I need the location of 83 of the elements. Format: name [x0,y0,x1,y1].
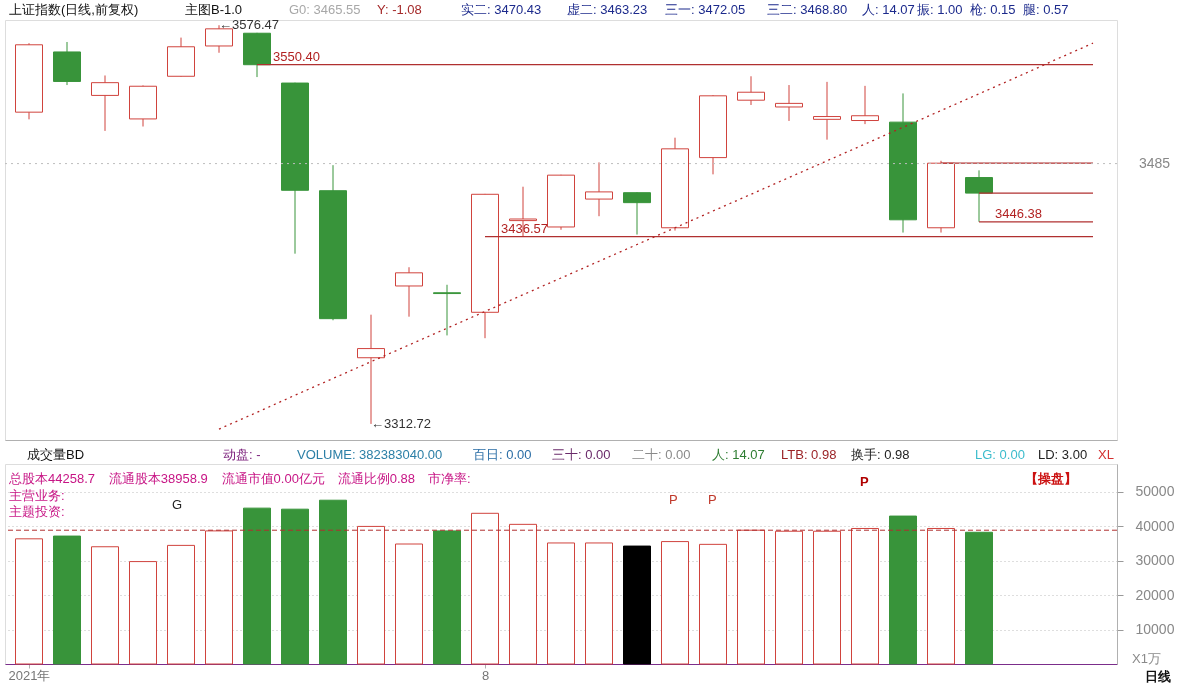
bar [889,515,917,665]
text: 动盘: - [223,447,261,462]
bar [851,527,879,665]
bar [15,538,43,665]
x-tick-label: 8 [481,667,490,683]
text: 振: 1.00 [917,2,963,17]
annotation: G [172,497,183,512]
annotation: P [669,492,678,507]
text: 实二: 3470.43 [461,2,542,17]
annotation: P [708,492,717,507]
text: 人: 14.07 [862,2,915,17]
bar [509,523,537,665]
text: LG: 0.00 [975,447,1025,462]
bar [775,530,803,665]
text: XL [1098,447,1114,462]
annotation: 市净率: [427,471,471,486]
text: 日线 [1145,669,1171,684]
text: LD: 3.00 [1038,447,1088,462]
text: 主图B-1.0 [185,2,243,17]
text: 三十: 0.00 [552,447,611,462]
bar [281,508,309,665]
annotation: 流通市值0.00亿元 [221,471,325,486]
annotation: 流通比例0.88 [337,471,416,486]
text: 3485 [1139,154,1171,171]
annotation: ←3576.47 [219,17,279,33]
text: 腿: 0.57 [1023,2,1069,17]
bar [167,544,195,665]
bar [471,512,499,665]
bar [661,541,689,665]
annotation: 总股本44258.7 [8,471,95,486]
text: Y: -1.08 [377,2,422,17]
annotation: P [860,474,869,489]
annotation: 主题投资: [9,504,65,519]
candlestick [737,75,765,106]
text: X1万 [1132,651,1161,666]
candlestick [851,85,879,125]
annotation: 3550.40 [273,48,320,64]
candlestick [585,161,613,217]
annotation: 3436.57 [501,220,548,236]
text: 二十: 0.00 [632,447,691,462]
bar [699,543,727,665]
bar [433,530,461,665]
annotation: 【操盘】 [1025,471,1077,486]
text: 换手: 0.98 [851,447,910,462]
bar [737,529,765,665]
bar [585,542,613,665]
candlestick [433,284,461,336]
text: VOLUME: 382383040.00 [297,447,443,462]
text: 枪: 0.15 [970,2,1016,17]
bar [243,507,271,665]
chart-title: 上证指数(日线,前复权) [9,2,139,17]
bar [927,527,955,665]
annotation: ←3312.72 [371,415,431,431]
bar [205,530,233,665]
chart-title: 成交量BD [27,447,85,462]
text: 人: 14.07 [712,447,765,462]
candlestick [775,84,803,122]
x-tick-label: 2021年 [8,667,51,683]
text: G0: 3465.55 [289,2,361,17]
text: 三二: 3468.80 [767,2,848,17]
bar [91,546,119,665]
bar [623,545,651,665]
annotation: 3446.38 [995,205,1042,221]
y-tick-label: 10000 [1135,621,1175,638]
text: 百日: 0.00 [473,447,532,462]
y-tick-label: 40000 [1135,517,1175,534]
bar [547,542,575,665]
candlestick [813,81,841,141]
text: 三一: 3472.05 [665,2,746,17]
y-tick-label: 30000 [1135,552,1175,569]
annotation: 流通股本38958.9 [108,471,208,486]
text: LTB: 0.98 [781,447,837,462]
bar [129,561,157,665]
bar [319,499,347,665]
bar [357,525,385,665]
bar [53,535,81,665]
y-tick-label: 50000 [1135,483,1175,500]
y-tick-label: 20000 [1135,586,1175,603]
text: 虚二: 3463.23 [567,2,648,17]
annotation: 主营业务: [9,488,65,503]
bar [965,531,993,665]
bar [813,530,841,665]
bar [395,543,423,665]
